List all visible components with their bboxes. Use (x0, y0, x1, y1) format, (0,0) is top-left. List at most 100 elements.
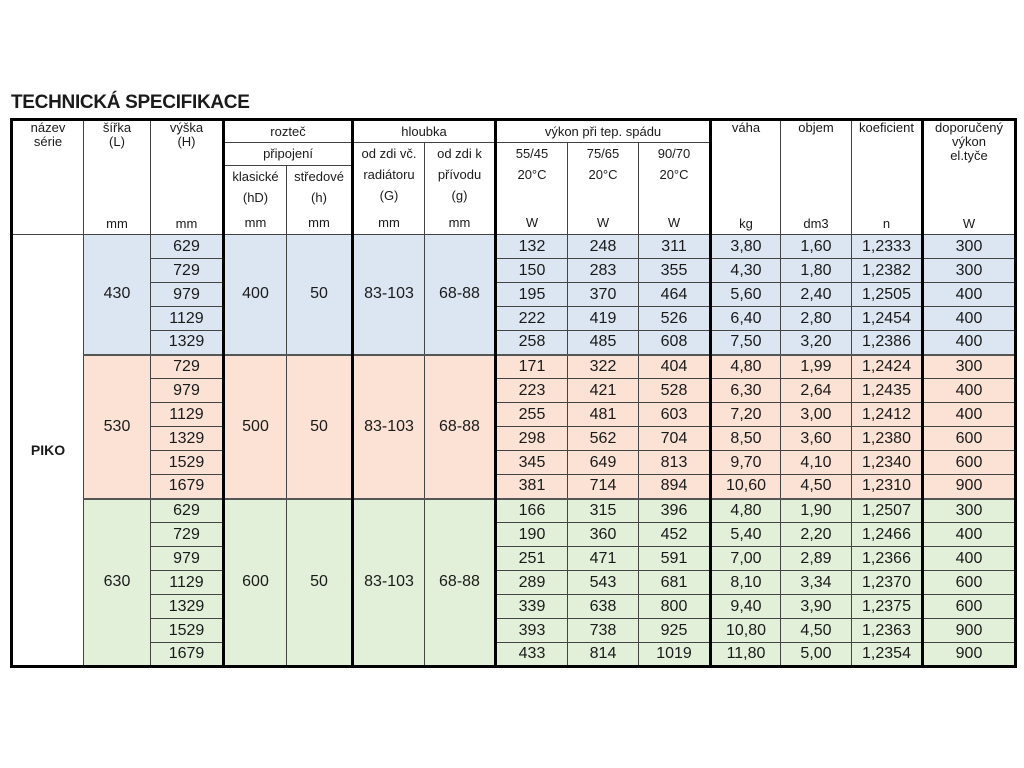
header-row: připojení od zdi vč. radiátoru (G) mm od zdi … (12, 142, 1016, 235)
header-od_zdi_radiatoru: od zdi vč. radiátoru (G) mm (351, 142, 425, 235)
power-75-65-cell: 360 (567, 522, 639, 547)
header-pripojeni: připojení (222, 142, 353, 166)
power-55-45-cell: 195 (494, 282, 568, 307)
power-55-45-cell: 339 (494, 594, 568, 619)
header-p75: 75/65 20°C W (567, 142, 639, 235)
coefficient-cell: 1,2386 (851, 330, 923, 356)
power-90-70-cell: 1019 (638, 642, 711, 668)
od-zdi-radiatoru-cell: 83-103 (351, 354, 425, 500)
header-label: klasické (232, 169, 279, 184)
volume-cell: 3,60 (780, 426, 852, 451)
volume-cell: 3,90 (780, 594, 852, 619)
weight-cell: 6,40 (709, 306, 781, 331)
power-75-65-cell: 322 (567, 354, 639, 379)
vyska-cell: 729 (150, 258, 224, 283)
table-row: 530 729 500 50 83-103 68-88 171 322 404 4,80 1,99 1… (12, 354, 1017, 500)
weight-cell: 8,50 (709, 426, 781, 451)
power-90-70-cell: 603 (638, 402, 711, 427)
power-90-70-cell: 681 (638, 570, 711, 595)
header-label: od zdi k (437, 146, 482, 161)
weight-cell: 4,30 (709, 258, 781, 283)
power-55-45-cell: 251 (494, 546, 568, 571)
recommended-power-cell: 400 (921, 330, 1017, 356)
coefficient-cell: 1,2505 (851, 282, 923, 307)
header-unit: mm (106, 216, 128, 231)
power-90-70-cell: 355 (638, 258, 711, 283)
header-label: šířka (102, 121, 132, 135)
coefficient-cell: 1,2366 (851, 546, 923, 571)
stredove-cell: 50 (286, 354, 353, 500)
vyska-cell: 1529 (150, 618, 224, 643)
power-75-65-cell: 481 (567, 402, 639, 427)
table-row: 979 223 421 528 6,30 2,64 1,2435 400 (12, 378, 1017, 403)
power-75-65-cell: 649 (567, 450, 639, 475)
header-vykon: výkon při tep. spádu (494, 119, 711, 143)
table-row: 1129 289 543 681 8,10 3,34 1,2370 600 (12, 570, 1017, 595)
header-label: název (30, 121, 66, 135)
header-label: 75/65 (586, 146, 620, 161)
power-75-65-cell: 370 (567, 282, 639, 307)
header-label: 20°C (517, 167, 547, 182)
header-label: (h) (311, 190, 327, 205)
header-cell-content: výška (H) mm (152, 121, 223, 234)
table-row: 630 629 600 50 83-103 68-88 166 315 396 4,80 1,90 1… (12, 498, 1017, 668)
header-unit: W (525, 215, 539, 230)
volume-cell: 1,90 (780, 498, 852, 523)
power-90-70-cell: 526 (638, 306, 711, 331)
header-label: radiátoru (363, 167, 415, 182)
vyska-cell: 1129 (150, 306, 224, 331)
power-55-45-cell: 190 (494, 522, 568, 547)
header-unit: dm3 (803, 216, 829, 231)
header-cell-content: od zdi k přívodu (g) mm (426, 144, 495, 234)
od-zdi-privodu-cell: 68-88 (424, 354, 496, 500)
header-label: výška (169, 121, 204, 135)
power-90-70-cell: 528 (638, 378, 711, 403)
power-55-45-cell: 345 (494, 450, 568, 475)
od-zdi-radiatoru-cell: 83-103 (351, 234, 425, 356)
header-label: 20°C (659, 167, 689, 182)
volume-cell: 2,89 (780, 546, 852, 571)
volume-cell: 1,80 (780, 258, 852, 283)
power-55-45-cell: 393 (494, 618, 568, 643)
volume-cell: 5,00 (780, 642, 852, 668)
header-vyska: výška (H) mm (150, 119, 224, 235)
power-75-65-cell: 543 (567, 570, 639, 595)
header-cell-content: doporučený výkon el.tyče W (926, 121, 1013, 234)
recommended-power-cell: 400 (921, 306, 1017, 331)
power-90-70-cell: 704 (638, 426, 711, 451)
power-90-70-cell: 404 (638, 354, 711, 379)
coefficient-cell: 1,2310 (851, 474, 923, 500)
header-row: název série šířka (L) mm výška (H) mm rozteč hlou… (10, 119, 1017, 235)
table-row: 979 251 471 591 7,00 2,89 1,2366 400 (12, 546, 1017, 571)
header-klasicke: klasické (hD) mm (222, 165, 287, 235)
coefficient-cell: 1,2380 (851, 426, 923, 451)
header-doporuceny: doporučený výkon el.tyče W (921, 119, 1017, 235)
volume-cell: 1,99 (780, 354, 852, 379)
stredove-cell: 50 (286, 234, 353, 356)
vyska-cell: 1679 (150, 642, 224, 668)
vyska-cell: 979 (150, 282, 224, 307)
coefficient-cell: 1,2424 (851, 354, 923, 379)
weight-cell: 5,40 (709, 522, 781, 547)
recommended-power-cell: 900 (921, 474, 1017, 500)
coefficient-cell: 1,2454 (851, 306, 923, 331)
weight-cell: 7,20 (709, 402, 781, 427)
od-zdi-radiatoru-cell: 83-103 (351, 498, 425, 668)
vyska-cell: 729 (150, 522, 224, 547)
recommended-power-cell: 400 (921, 378, 1017, 403)
coefficient-cell: 1,2333 (851, 234, 923, 259)
power-55-45-cell: 150 (494, 258, 568, 283)
coefficient-cell: 1,2340 (851, 450, 923, 475)
header-cell-content: koeficient n (853, 121, 922, 234)
klasicke-cell: 400 (222, 234, 287, 356)
power-75-65-cell: 248 (567, 234, 639, 259)
page-title: TECHNICKÁ SPECIFIKACE (11, 92, 250, 113)
power-75-65-cell: 421 (567, 378, 639, 403)
power-55-45-cell: 381 (494, 474, 568, 500)
recommended-power-cell: 400 (921, 522, 1017, 547)
coefficient-cell: 1,2354 (851, 642, 923, 668)
weight-cell: 4,80 (709, 354, 781, 379)
header-unit: kg (739, 216, 753, 231)
header-koeficient: koeficient n (851, 119, 923, 235)
header-cell-content: 75/65 20°C W (569, 144, 638, 234)
